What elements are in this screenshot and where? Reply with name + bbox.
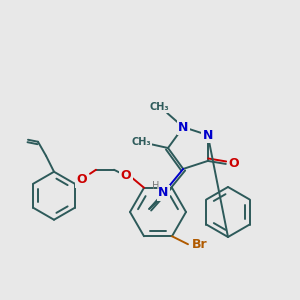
Text: Br: Br: [192, 238, 208, 251]
Text: O: O: [77, 173, 87, 186]
Text: N: N: [158, 186, 168, 200]
Text: O: O: [121, 169, 131, 182]
Text: CH₃: CH₃: [149, 102, 169, 112]
Text: H: H: [152, 181, 159, 191]
Text: CH₃: CH₃: [131, 137, 151, 147]
Text: N: N: [202, 129, 213, 142]
Text: N: N: [178, 121, 188, 134]
Text: O: O: [229, 158, 239, 170]
